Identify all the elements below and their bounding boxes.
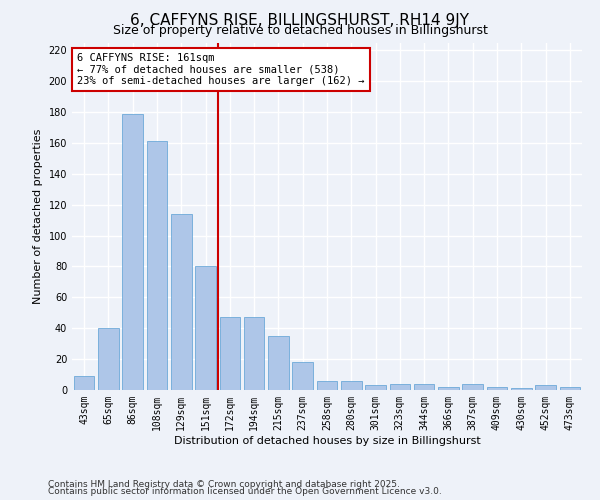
Bar: [122, 114, 143, 390]
Text: Contains HM Land Registry data © Crown copyright and database right 2025.: Contains HM Land Registry data © Crown c…: [48, 480, 400, 489]
Bar: [414, 384, 434, 390]
Bar: [487, 387, 508, 390]
Text: 6, CAFFYNS RISE, BILLINGSHURST, RH14 9JY: 6, CAFFYNS RISE, BILLINGSHURST, RH14 9JY: [131, 12, 470, 28]
Bar: [535, 386, 556, 390]
Bar: [195, 266, 216, 390]
Bar: [341, 380, 362, 390]
Y-axis label: Number of detached properties: Number of detached properties: [33, 128, 43, 304]
Bar: [389, 384, 410, 390]
Bar: [292, 362, 313, 390]
Bar: [463, 384, 483, 390]
Bar: [268, 336, 289, 390]
Bar: [560, 387, 580, 390]
Text: Contains public sector information licensed under the Open Government Licence v3: Contains public sector information licen…: [48, 487, 442, 496]
Bar: [171, 214, 191, 390]
Bar: [438, 387, 459, 390]
Bar: [220, 318, 240, 390]
Text: 6 CAFFYNS RISE: 161sqm
← 77% of detached houses are smaller (538)
23% of semi-de: 6 CAFFYNS RISE: 161sqm ← 77% of detached…: [77, 53, 365, 86]
Bar: [317, 380, 337, 390]
Text: Size of property relative to detached houses in Billingshurst: Size of property relative to detached ho…: [113, 24, 487, 37]
Bar: [511, 388, 532, 390]
Bar: [244, 318, 265, 390]
Bar: [365, 386, 386, 390]
Bar: [146, 142, 167, 390]
Bar: [98, 328, 119, 390]
X-axis label: Distribution of detached houses by size in Billingshurst: Distribution of detached houses by size …: [173, 436, 481, 446]
Bar: [74, 376, 94, 390]
